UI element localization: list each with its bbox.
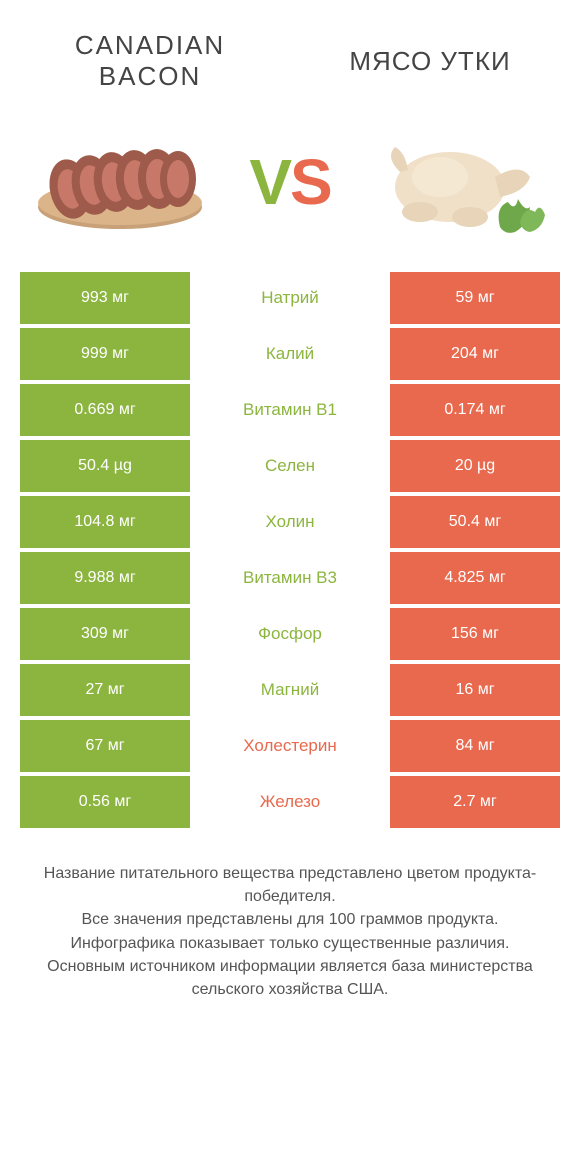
left-title: CANADIAN BACON [40,30,260,92]
value-left: 309 мг [20,608,190,660]
value-right: 156 мг [390,608,560,660]
value-right: 204 мг [390,328,560,380]
nutrient-label: Витамин B1 [190,384,390,436]
value-left: 993 мг [20,272,190,324]
duck-image [370,122,550,242]
comparison-table: 993 мгНатрий59 мг999 мгКалий204 мг0.669 … [0,272,580,828]
nutrient-label: Натрий [190,272,390,324]
table-row: 9.988 мгВитамин B34.825 мг [20,552,560,604]
value-right: 0.174 мг [390,384,560,436]
table-row: 993 мгНатрий59 мг [20,272,560,324]
value-right: 2.7 мг [390,776,560,828]
nutrient-label: Холестерин [190,720,390,772]
nutrient-label: Селен [190,440,390,492]
nutrient-label: Магний [190,664,390,716]
value-left: 104.8 мг [20,496,190,548]
footer-line: Все значения представлены для 100 граммо… [30,908,550,931]
value-right: 16 мг [390,664,560,716]
table-row: 104.8 мгХолин50.4 мг [20,496,560,548]
table-row: 999 мгКалий204 мг [20,328,560,380]
nutrient-label: Калий [190,328,390,380]
nutrient-label: Холин [190,496,390,548]
table-row: 309 мгФосфор156 мг [20,608,560,660]
value-right: 20 µg [390,440,560,492]
footer-line: Название питательного вещества представл… [30,862,550,908]
value-left: 999 мг [20,328,190,380]
table-row: 67 мгХолестерин84 мг [20,720,560,772]
table-row: 0.56 мгЖелезо2.7 мг [20,776,560,828]
nutrient-label: Фосфор [190,608,390,660]
footer-notes: Название питательного вещества представл… [0,832,580,1001]
table-row: 0.669 мгВитамин B10.174 мг [20,384,560,436]
bacon-image [30,122,210,242]
nutrient-label: Витамин B3 [190,552,390,604]
value-right: 59 мг [390,272,560,324]
footer-line: Инфографика показывает только существенн… [30,932,550,955]
value-right: 4.825 мг [390,552,560,604]
right-title: МЯСО УТКИ [320,46,540,77]
footer-line: Основным источником информации является … [30,955,550,1001]
value-left: 27 мг [20,664,190,716]
value-right: 50.4 мг [390,496,560,548]
value-left: 50.4 µg [20,440,190,492]
header: CANADIAN BACON МЯСО УТКИ [0,0,580,102]
value-left: 0.56 мг [20,776,190,828]
value-left: 0.669 мг [20,384,190,436]
images-row: VS [0,102,580,272]
value-right: 84 мг [390,720,560,772]
table-row: 27 мгМагний16 мг [20,664,560,716]
vs-label: VS [249,145,330,219]
nutrient-label: Железо [190,776,390,828]
value-left: 9.988 мг [20,552,190,604]
table-row: 50.4 µgСелен20 µg [20,440,560,492]
value-left: 67 мг [20,720,190,772]
